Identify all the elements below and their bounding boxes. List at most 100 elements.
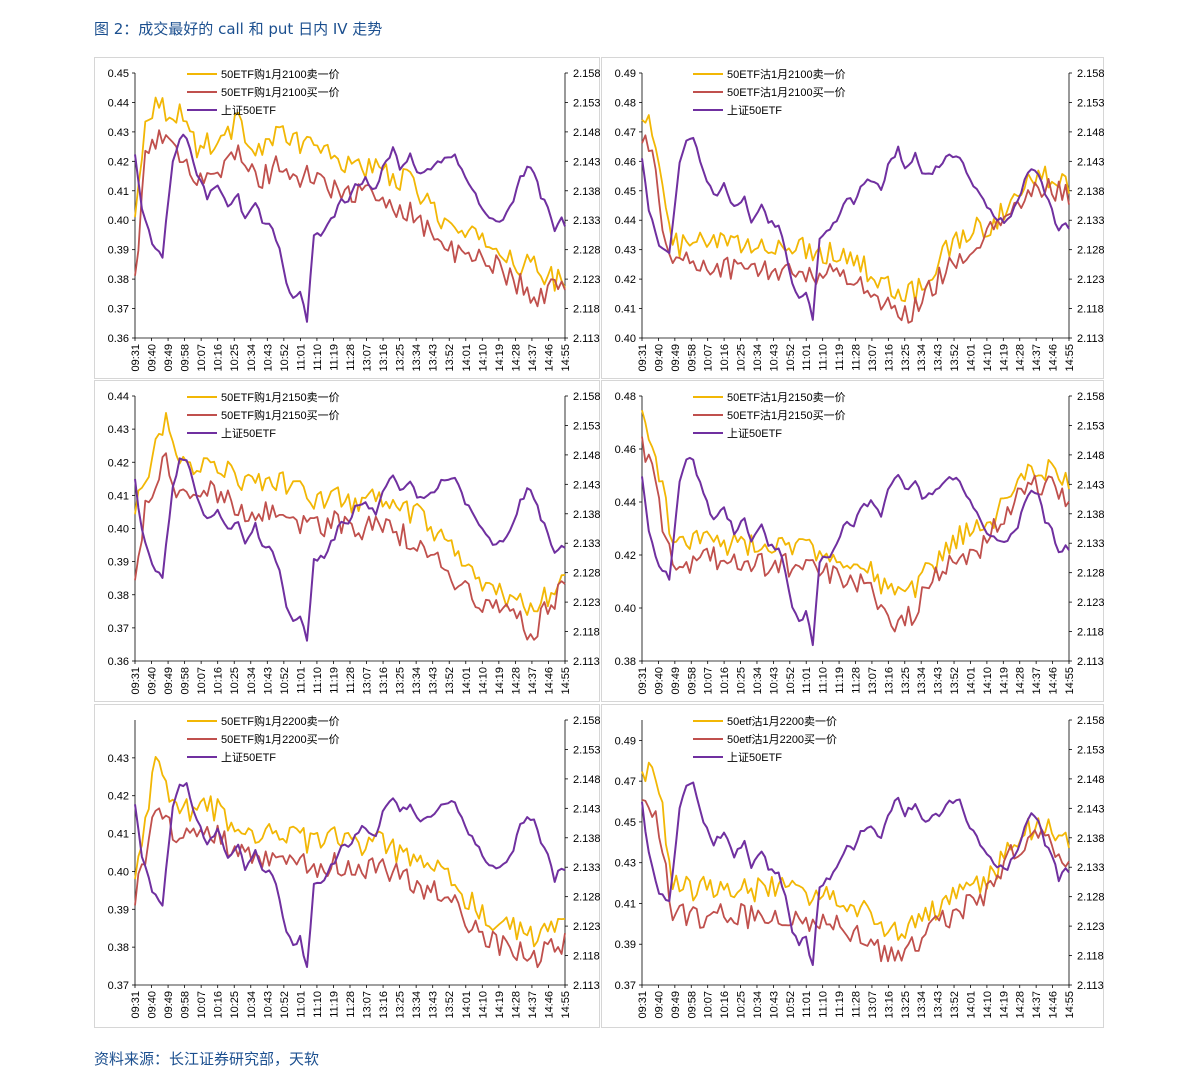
x-tick-label: 11:10	[818, 344, 830, 371]
y2-tick-label: 2.133	[1077, 862, 1105, 874]
x-tick-label: 10:07	[196, 344, 208, 372]
legend-label: 上证50ETF	[221, 427, 276, 440]
y2-tick-label: 2.123	[573, 597, 601, 609]
y-tick-label: 0.42	[108, 156, 129, 168]
x-tick-label: 10:25	[736, 991, 748, 1019]
x-tick-label: 09:49	[670, 344, 682, 372]
series-line-buy	[134, 807, 566, 969]
x-tick-label: 10:43	[768, 667, 780, 695]
chart-svg: 0.38 0.40 0.42 0.44 0.46 0.48 2.113 2.118 2.123 2…	[615, 391, 1105, 695]
y-tick-label: 0.47	[615, 776, 636, 788]
y2-tick-label: 2.118	[1077, 304, 1104, 316]
x-tick-label: 14:28	[510, 991, 522, 1019]
x-tick-label: 09:58	[180, 991, 192, 1019]
x-tick-label: 09:40	[653, 667, 665, 695]
x-tick-label: 14:01	[965, 991, 977, 1019]
y2-tick-label: 2.128	[573, 245, 601, 257]
x-tick-label: 13:25	[900, 991, 912, 1019]
x-tick-label: 10:52	[279, 991, 291, 1019]
x-tick-label: 13:34	[916, 991, 928, 1019]
series-line-buy	[641, 134, 1070, 324]
x-tick-label: 11:10	[312, 991, 324, 1018]
legend-label: 50ETF沽1月2100卖一价	[727, 68, 846, 81]
x-tick-label: 13:43	[428, 991, 440, 1019]
x-tick-label: 11:01	[801, 991, 813, 1018]
x-tick-label: 13:43	[428, 344, 440, 372]
y2-tick-label: 2.118	[1077, 627, 1104, 639]
y-tick-label: 0.37	[108, 980, 129, 992]
y2-tick-label: 2.128	[573, 568, 601, 580]
x-tick-label: 14:28	[1015, 667, 1027, 695]
x-tick-label: 14:10	[477, 991, 489, 1019]
legend-label: 50ETF购1月2150卖一价	[221, 390, 340, 404]
x-tick-label: 14:19	[494, 991, 506, 1019]
legend-label: 50etf沽1月2200买一价	[727, 733, 837, 746]
x-tick-label: 10:07	[196, 991, 208, 1019]
x-tick-label: 14:46	[543, 667, 555, 695]
x-tick-label: 11:19	[834, 344, 846, 371]
y-tick-label: 0.44	[615, 215, 636, 227]
y-tick-label: 0.43	[615, 245, 636, 257]
x-tick-label: 13:16	[883, 344, 895, 372]
series-line-index	[641, 136, 1070, 321]
x-tick-label: 13:16	[883, 667, 895, 695]
x-tick-label: 14:55	[1064, 667, 1076, 695]
y2-tick-label: 2.143	[573, 479, 601, 491]
y-tick-label: 0.45	[615, 817, 636, 829]
y2-tick-label: 2.148	[573, 450, 601, 462]
y2-tick-label: 2.158	[1077, 68, 1105, 80]
x-tick-label: 09:31	[637, 344, 649, 372]
x-tick-label: 10:25	[736, 344, 748, 372]
y-tick-label: 0.47	[615, 127, 636, 139]
series-line-index	[134, 782, 566, 968]
x-tick-label: 09:58	[686, 991, 698, 1019]
x-tick-label: 10:52	[785, 667, 797, 695]
x-tick-label: 09:31	[637, 667, 649, 695]
x-tick-label: 09:31	[130, 667, 142, 695]
x-tick-label: 14:01	[461, 344, 473, 372]
x-tick-label: 13:07	[867, 667, 879, 695]
chart-panel-put-2150: 0.38 0.40 0.42 0.44 0.46 0.48 2.113 2.118 2.123 2…	[601, 380, 1105, 702]
y2-tick-label: 2.158	[1077, 715, 1105, 727]
x-tick-label: 13:43	[933, 667, 945, 695]
figure-title: 图 2：成交最好的 call 和 put 日内 IV 走势	[94, 20, 383, 38]
x-tick-label: 11:19	[328, 667, 340, 694]
x-tick-label: 10:52	[279, 667, 291, 695]
x-tick-label: 11:28	[851, 667, 863, 694]
x-tick-label: 10:34	[752, 344, 764, 372]
x-tick-label: 09:49	[670, 991, 682, 1019]
y2-tick-label: 2.143	[1077, 156, 1105, 168]
x-tick-label: 10:25	[229, 344, 241, 372]
x-tick-label: 14:01	[965, 667, 977, 695]
y-tick-label: 0.46	[615, 156, 636, 168]
x-tick-label: 11:10	[818, 667, 830, 694]
y2-tick-label: 2.148	[573, 774, 601, 786]
x-tick-label: 14:19	[998, 991, 1010, 1019]
x-tick-label: 10:16	[719, 991, 731, 1019]
x-tick-label: 13:43	[933, 991, 945, 1019]
x-tick-label: 10:25	[229, 667, 241, 695]
legend-label: 上证50ETF	[727, 427, 782, 440]
y-tick-label: 0.41	[108, 186, 129, 198]
x-tick-label: 14:55	[560, 991, 572, 1019]
x-tick-label: 11:01	[295, 991, 307, 1018]
y2-tick-label: 2.158	[573, 68, 601, 80]
legend-label: 上证50ETF	[727, 104, 782, 117]
x-tick-label: 13:07	[867, 991, 879, 1019]
x-tick-label: 14:28	[1015, 344, 1027, 372]
series-line-index	[134, 133, 566, 323]
y-tick-label: 0.41	[615, 304, 636, 316]
x-tick-label: 13:34	[411, 667, 423, 695]
x-tick-label: 09:58	[686, 344, 698, 372]
y2-tick-label: 2.128	[573, 892, 601, 904]
y2-tick-label: 2.113	[1077, 333, 1104, 345]
y-tick-label: 0.43	[108, 753, 129, 765]
y2-tick-label: 2.158	[573, 391, 601, 403]
x-tick-label: 10:07	[703, 344, 715, 372]
x-tick-label: 14:10	[477, 667, 489, 695]
legend-label: 50etf沽1月2200卖一价	[727, 715, 837, 728]
y2-tick-label: 2.128	[1077, 245, 1105, 257]
chart-svg: 0.37 0.39 0.41 0.43 0.45 0.47 0.49 2.113 2.118 2.…	[615, 715, 1105, 1019]
x-tick-label: 13:16	[378, 991, 390, 1019]
y-tick-label: 0.37	[108, 623, 129, 635]
